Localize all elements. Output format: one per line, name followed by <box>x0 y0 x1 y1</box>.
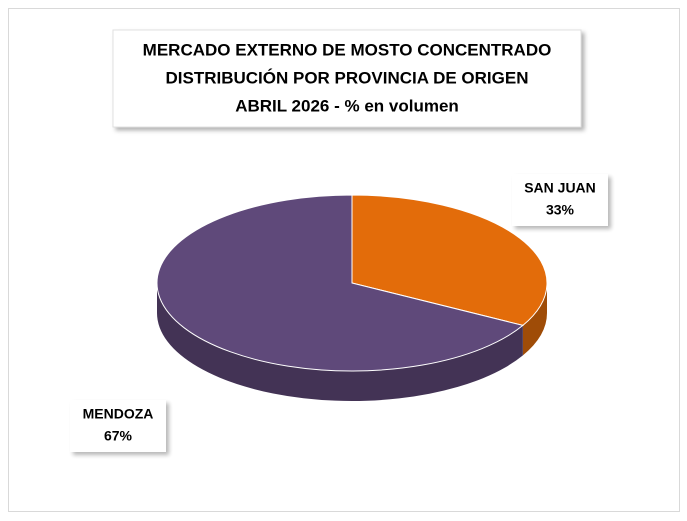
data-label-value: 67% <box>104 428 133 444</box>
chart-title: ABRIL 2026 - % en volumen <box>235 96 459 115</box>
chart-title: DISTRIBUCIÓN POR PROVINCIA DE ORIGEN <box>165 68 528 87</box>
data-label-box <box>70 400 166 452</box>
title-box <box>112 29 582 128</box>
chart-title: MERCADO EXTERNO DE MOSTO CONCENTRADO <box>143 40 552 59</box>
data-label-category: SAN JUAN <box>524 180 596 196</box>
slice <box>156 194 524 372</box>
data-label-value: 33% <box>546 202 575 218</box>
slice-side <box>157 283 523 402</box>
data-label-box <box>512 174 608 226</box>
data-label-category: MENDOZA <box>83 406 154 422</box>
slice <box>351 194 548 326</box>
slice-side <box>522 283 548 356</box>
